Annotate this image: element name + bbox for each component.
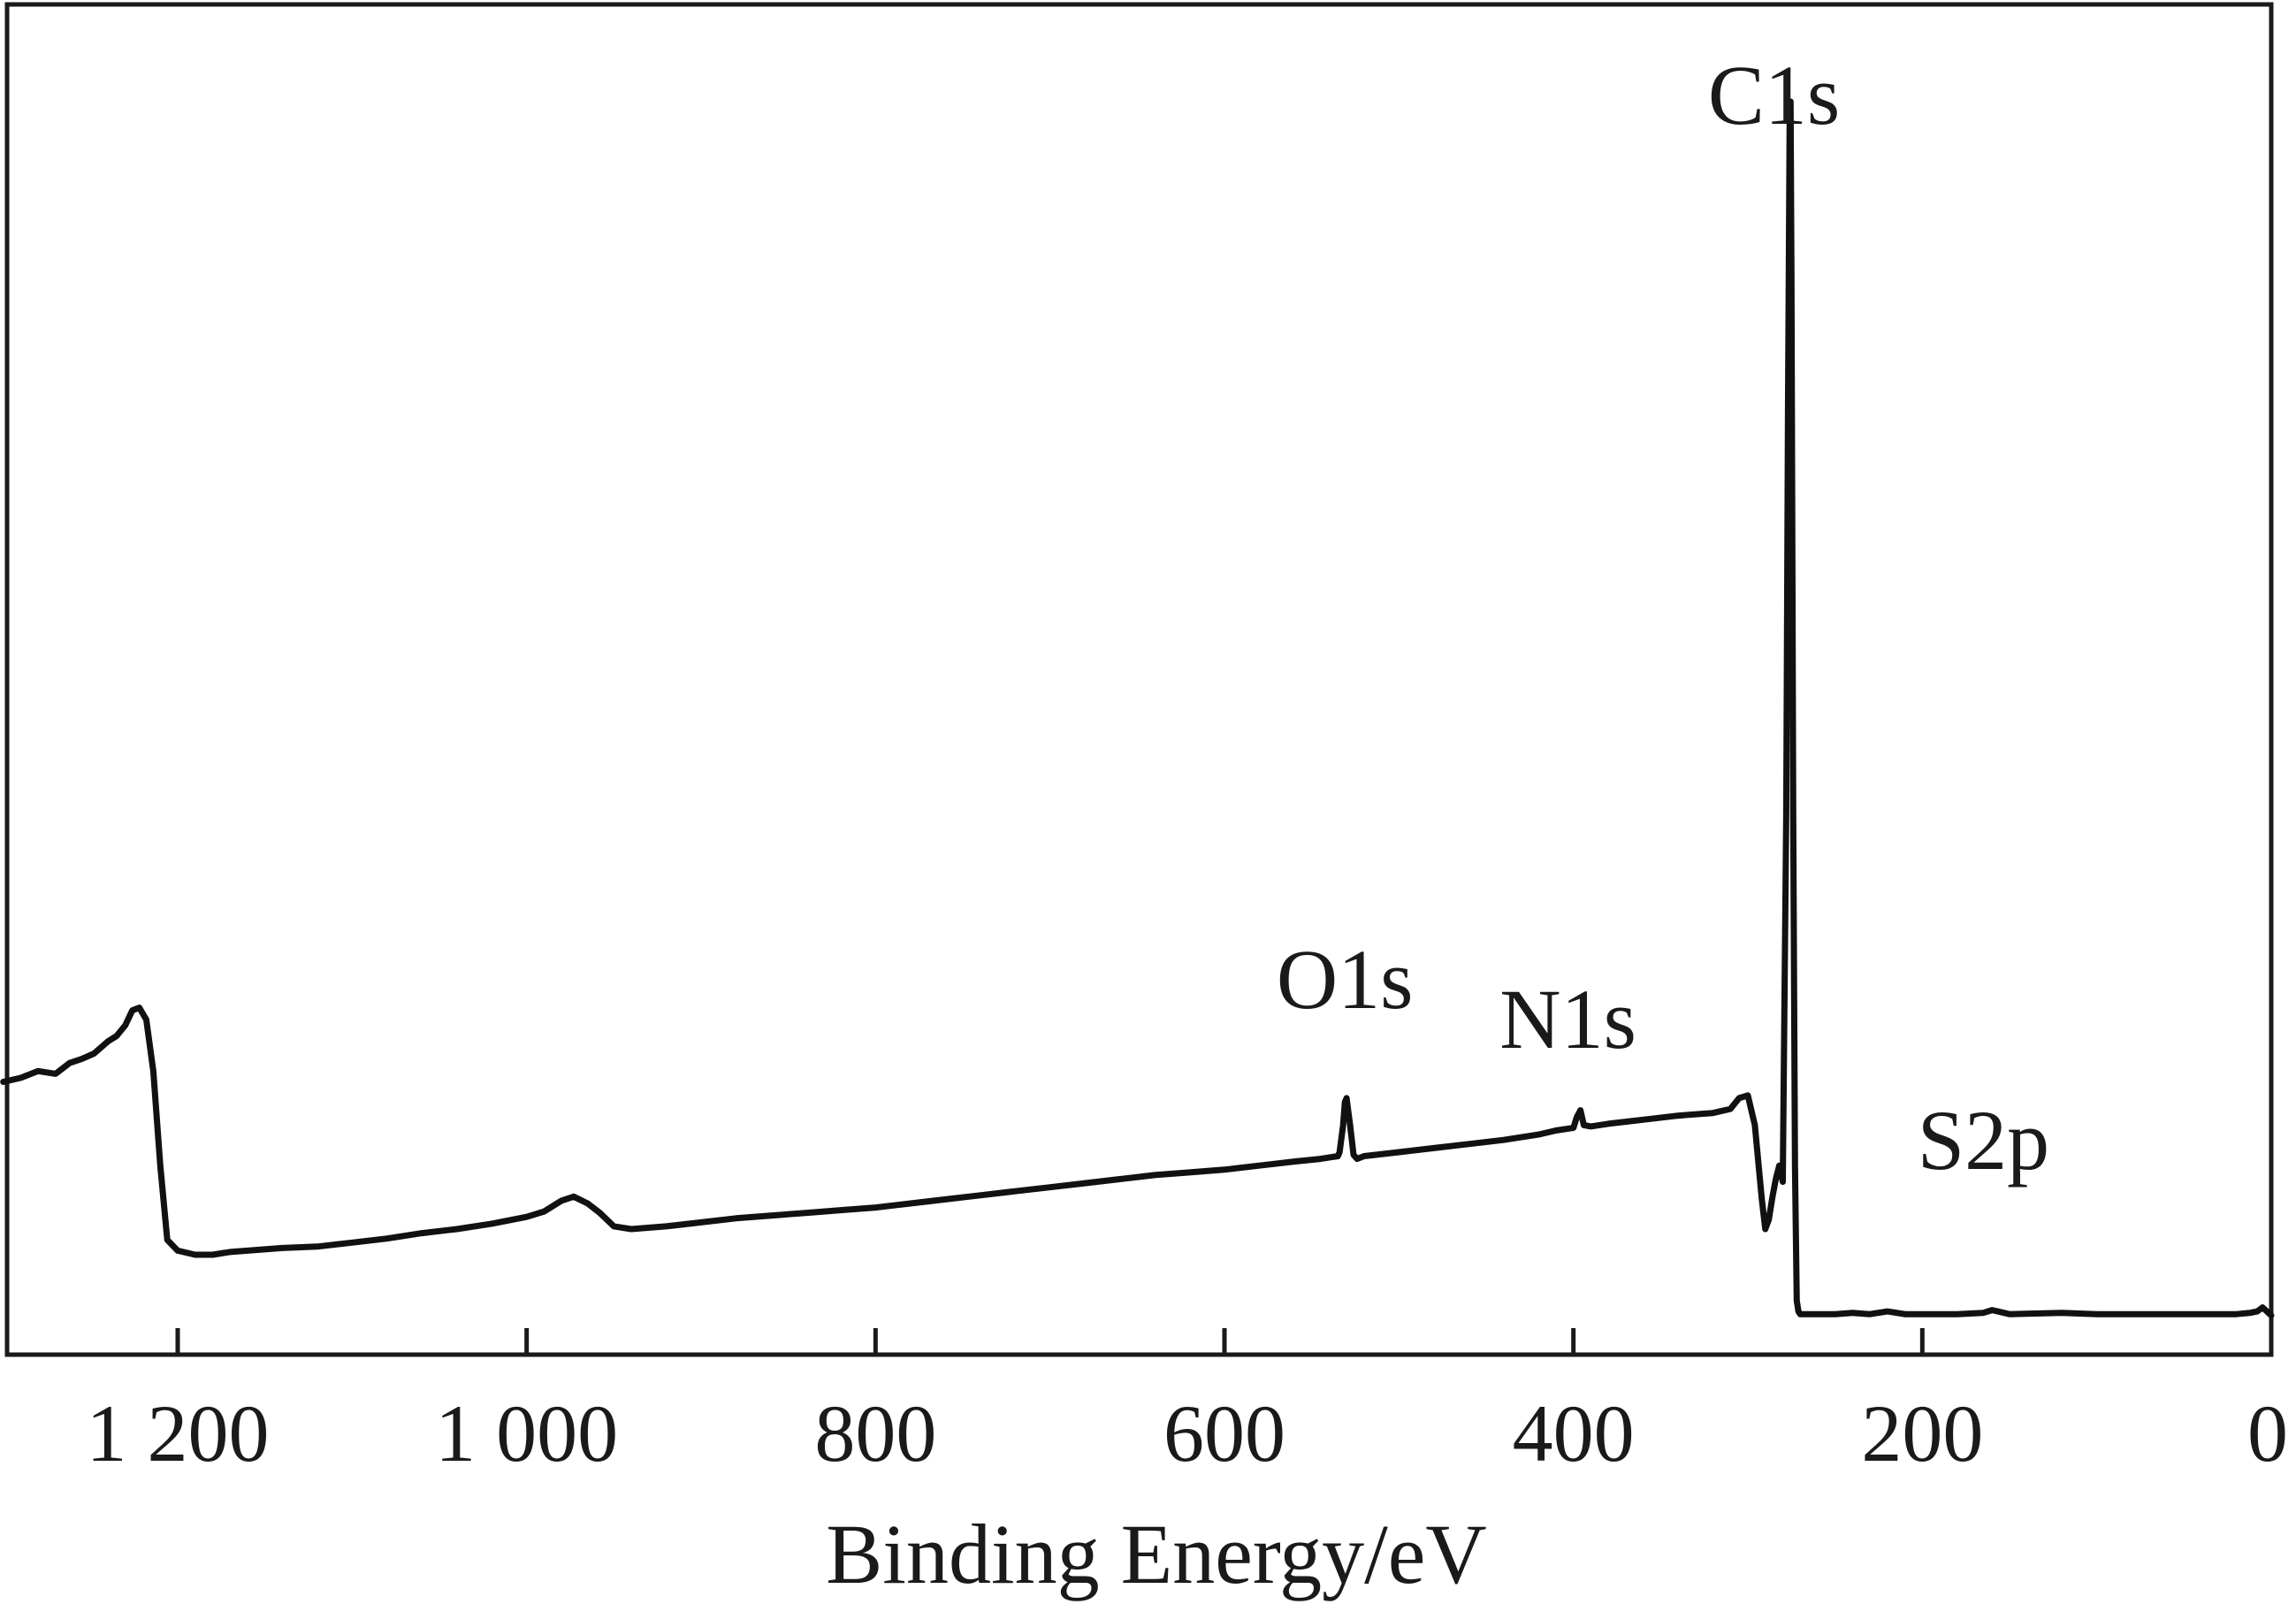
x-tick-label: 600 bbox=[1163, 1388, 1285, 1478]
x-tick-label: 200 bbox=[1861, 1388, 1983, 1478]
spectrum-line bbox=[0, 98, 2275, 1319]
x-axis-tick-labels: 1 200 1 000 800 600 400 200 0 bbox=[87, 1388, 2289, 1478]
x-tick-label: 800 bbox=[814, 1388, 936, 1478]
x-tick-label: 1 000 bbox=[435, 1388, 618, 1478]
x-axis-label: Binding Energy/eV bbox=[826, 1507, 1486, 1601]
peak-label-o1s: O1s bbox=[1277, 932, 1414, 1027]
plot-frame bbox=[4, 2, 2274, 1357]
x-tick-label: 1 200 bbox=[87, 1388, 270, 1478]
x-tick-label: 400 bbox=[1513, 1388, 1635, 1478]
x-tick-label: 0 bbox=[2247, 1388, 2288, 1478]
x-axis-ticks bbox=[175, 1328, 2274, 1355]
peak-label-c1s: C1s bbox=[1708, 48, 1840, 142]
peak-label-n1s: N1s bbox=[1499, 972, 1636, 1066]
peak-annotations: C1s O1s N1s S2p bbox=[1277, 48, 2049, 1188]
peak-label-s2p: S2p bbox=[1918, 1093, 2049, 1188]
